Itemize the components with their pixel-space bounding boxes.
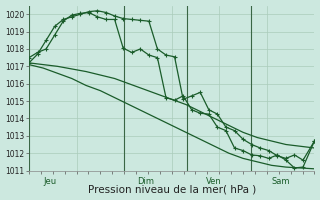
X-axis label: Pression niveau de la mer( hPa ): Pression niveau de la mer( hPa ) [88, 184, 256, 194]
Text: Dim: Dim [138, 177, 155, 186]
Text: Jeu: Jeu [43, 177, 56, 186]
Text: Ven: Ven [206, 177, 222, 186]
Text: Sam: Sam [272, 177, 290, 186]
